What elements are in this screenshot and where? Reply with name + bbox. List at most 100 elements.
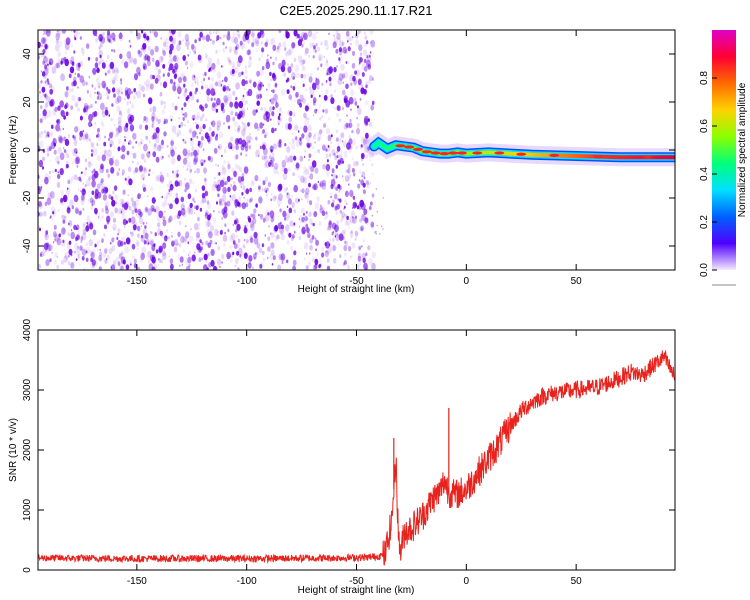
noise-speckle xyxy=(277,115,281,120)
noise-speckle xyxy=(153,143,159,151)
noise-speckle xyxy=(168,68,170,72)
noise-speckle xyxy=(259,145,262,150)
noise-speckle xyxy=(159,55,164,63)
noise-speckle xyxy=(184,152,190,160)
noise-speckle xyxy=(372,153,375,158)
noise-speckle xyxy=(301,188,305,194)
noise-speckle xyxy=(46,242,50,248)
noise-speckle xyxy=(245,202,249,208)
noise-speckle xyxy=(259,126,262,129)
noise-speckle xyxy=(43,30,48,35)
noise-speckle xyxy=(293,57,297,63)
noise-speckle xyxy=(284,217,287,221)
noise-speckle xyxy=(182,117,185,121)
noise-speckle xyxy=(231,210,235,216)
noise-speckle xyxy=(109,143,112,148)
noise-speckle xyxy=(298,73,301,77)
noise-speckle xyxy=(163,101,166,105)
noise-speckle xyxy=(216,201,218,205)
noise-speckle xyxy=(363,49,368,57)
noise-speckle xyxy=(357,264,360,269)
noise-speckle xyxy=(301,198,303,201)
y-tick-label: 40 xyxy=(22,48,33,60)
noise-speckle xyxy=(96,133,100,138)
noise-speckle xyxy=(96,96,99,100)
noise-speckle xyxy=(355,39,360,47)
noise-speckle xyxy=(303,166,307,172)
noise-speckle xyxy=(309,173,314,180)
noise-speckle xyxy=(257,186,261,192)
noise-speckle xyxy=(176,154,181,162)
noise-speckle xyxy=(222,48,226,53)
noise-speckle xyxy=(288,47,294,55)
noise-speckle xyxy=(93,147,98,156)
noise-speckle xyxy=(240,107,246,115)
noise-speckle xyxy=(242,34,247,42)
noise-speckle xyxy=(342,81,344,84)
noise-speckle xyxy=(144,206,149,213)
noise-speckle xyxy=(99,248,101,251)
noise-speckle xyxy=(269,99,272,102)
noise-speckle xyxy=(283,167,288,175)
noise-speckle xyxy=(352,75,356,82)
noise-speckle xyxy=(64,138,70,147)
noise-speckle xyxy=(356,127,360,135)
noise-speckle xyxy=(171,37,176,45)
noise-speckle xyxy=(149,30,152,34)
noise-speckle xyxy=(56,119,59,124)
noise-speckle xyxy=(138,72,141,77)
noise-speckle xyxy=(207,252,210,257)
noise-speckle xyxy=(213,130,215,133)
noise-speckle xyxy=(336,145,341,152)
noise-speckle xyxy=(184,188,187,193)
noise-speckle xyxy=(138,216,144,224)
noise-speckle xyxy=(48,244,53,252)
noise-speckle xyxy=(226,200,231,207)
noise-speckle xyxy=(322,206,326,212)
noise-speckle xyxy=(104,200,110,209)
noise-speckle xyxy=(43,242,49,251)
noise-speckle xyxy=(266,193,269,197)
noise-speckle xyxy=(330,134,333,138)
noise-speckle xyxy=(151,124,154,128)
noise-speckle xyxy=(159,175,165,183)
noise-speckle xyxy=(44,233,49,241)
noise-speckle xyxy=(335,129,339,134)
noise-speckle xyxy=(249,221,254,228)
noise-speckle xyxy=(181,263,183,266)
noise-speckle xyxy=(228,59,232,64)
noise-speckle xyxy=(281,111,283,114)
noise-speckle xyxy=(278,30,282,33)
noise-speckle xyxy=(88,176,91,181)
noise-speckle xyxy=(338,154,343,160)
noise-speckle xyxy=(148,151,150,154)
noise-speckle xyxy=(319,183,322,187)
noise-speckle xyxy=(282,172,288,181)
noise-speckle xyxy=(68,220,73,227)
noise-speckle xyxy=(271,263,274,266)
noise-speckle xyxy=(274,235,279,242)
noise-speckle xyxy=(255,203,258,208)
noise-speckle xyxy=(277,122,280,126)
noise-speckle xyxy=(216,200,219,204)
noise-speckle xyxy=(269,253,274,261)
noise-speckle xyxy=(259,122,264,129)
noise-speckle xyxy=(351,157,354,161)
noise-speckle xyxy=(133,57,138,65)
noise-speckle xyxy=(365,179,368,185)
noise-speckle xyxy=(195,205,199,211)
noise-speckle xyxy=(74,157,79,165)
noise-speckle xyxy=(144,124,149,131)
noise-speckle xyxy=(148,140,151,144)
noise-speckle xyxy=(172,68,176,74)
noise-speckle xyxy=(122,218,127,226)
noise-speckle xyxy=(143,143,148,152)
noise-speckle xyxy=(203,264,208,270)
noise-speckle xyxy=(233,243,238,250)
noise-speckle xyxy=(56,30,59,33)
noise-speckle xyxy=(349,149,352,154)
noise-speckle xyxy=(170,149,175,157)
noise-speckle xyxy=(224,98,229,105)
noise-speckle xyxy=(146,222,148,225)
noise-speckle xyxy=(262,257,266,262)
